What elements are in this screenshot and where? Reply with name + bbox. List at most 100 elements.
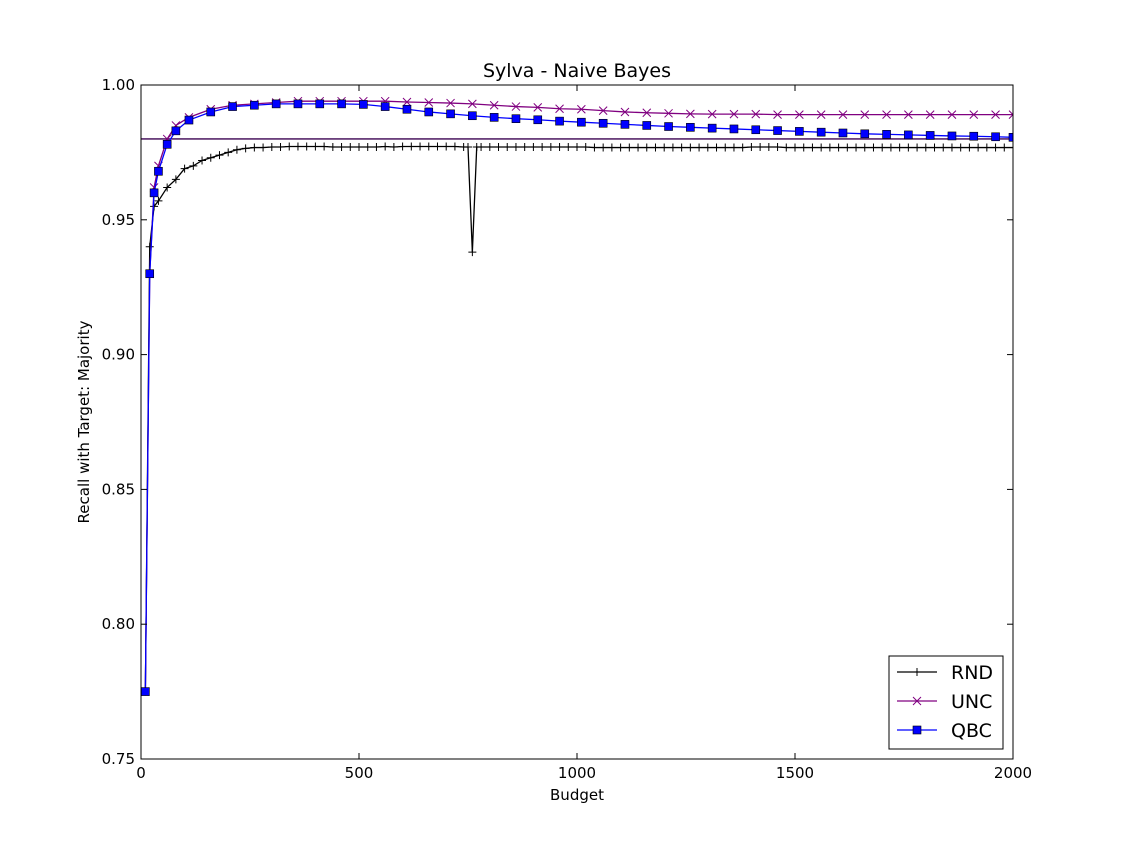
series-qbc-marker bbox=[468, 111, 477, 121]
series-rnd-marker bbox=[346, 143, 355, 152]
series-unc-marker bbox=[969, 110, 979, 120]
series-rnd-marker bbox=[468, 248, 477, 257]
series-unc-marker bbox=[991, 110, 1000, 120]
series-rnd-marker bbox=[320, 142, 329, 151]
series-rnd-marker bbox=[660, 143, 669, 152]
series-rnd-marker bbox=[634, 143, 643, 152]
series-rnd-marker bbox=[355, 143, 363, 152]
series-rnd-marker bbox=[450, 142, 459, 151]
series-rnd-marker bbox=[738, 143, 747, 152]
series-rnd-marker bbox=[407, 142, 416, 151]
series-rnd-marker bbox=[293, 142, 302, 151]
series-rnd-marker bbox=[878, 143, 887, 152]
series-rnd-marker bbox=[808, 143, 817, 152]
series-unc-marker bbox=[511, 102, 521, 111]
series-qbc-marker bbox=[904, 130, 913, 140]
series-unc-marker bbox=[489, 100, 499, 110]
series-unc-marker bbox=[707, 109, 717, 119]
series-rnd-marker bbox=[1009, 143, 1013, 152]
series-qbc-marker bbox=[751, 125, 761, 135]
series-rnd-marker bbox=[947, 143, 956, 152]
series-rnd-marker bbox=[276, 143, 285, 152]
plot-area bbox=[141, 96, 1013, 696]
series-rnd-marker bbox=[232, 145, 241, 154]
series-unc-marker bbox=[751, 109, 761, 119]
legend-qbc-label: QBC bbox=[951, 720, 992, 742]
series-rnd-marker bbox=[1000, 143, 1009, 152]
series-unc-marker bbox=[598, 106, 608, 115]
series-unc-marker bbox=[577, 104, 586, 114]
x-tick-label: 500 bbox=[345, 764, 374, 782]
series-qbc-marker bbox=[991, 132, 1000, 142]
series-rnd-marker bbox=[721, 143, 730, 152]
legend-unc-label: UNC bbox=[951, 691, 992, 713]
series-qbc-marker bbox=[154, 166, 163, 176]
series-rnd-marker bbox=[703, 143, 712, 152]
series-rnd-marker bbox=[337, 143, 346, 152]
series-qbc-marker bbox=[511, 114, 521, 123]
series-unc-marker bbox=[795, 110, 804, 120]
series-rnd-marker bbox=[913, 143, 922, 152]
series-rnd-marker bbox=[729, 143, 738, 152]
series-qbc-marker bbox=[228, 102, 237, 111]
y-tick-label: 0.80 bbox=[102, 615, 135, 633]
series-qbc-marker bbox=[1008, 133, 1013, 142]
series-rnd-marker bbox=[154, 196, 163, 205]
series-rnd-marker bbox=[747, 143, 756, 152]
series-rnd-marker bbox=[564, 143, 573, 152]
series-rnd-marker bbox=[285, 142, 294, 151]
series-rnd-marker bbox=[607, 143, 616, 152]
series-rnd-marker bbox=[494, 143, 503, 152]
series-rnd-marker bbox=[773, 143, 782, 152]
series-qbc-marker bbox=[707, 123, 717, 133]
series-rnd-marker bbox=[782, 143, 791, 152]
series-qbc-marker bbox=[860, 129, 870, 139]
series-unc-marker bbox=[816, 110, 826, 120]
series-rnd-marker bbox=[145, 242, 154, 251]
series-rnd-marker bbox=[206, 153, 215, 162]
series-rnd-marker bbox=[791, 143, 799, 152]
series-qbc-marker bbox=[171, 126, 181, 136]
y-tick-label: 0.90 bbox=[102, 346, 135, 364]
series-qbc-marker bbox=[145, 269, 155, 279]
series-unc-marker bbox=[904, 110, 913, 120]
series-rnd-marker bbox=[442, 142, 451, 151]
series-qbc-marker bbox=[925, 131, 935, 140]
series-unc-marker bbox=[555, 104, 564, 114]
y-tick-label: 0.85 bbox=[102, 480, 135, 498]
series-rnd-marker bbox=[686, 143, 695, 152]
legend-rnd-label: RND bbox=[951, 662, 993, 684]
series-rnd-marker bbox=[198, 156, 207, 165]
series-qbc-marker bbox=[773, 126, 782, 135]
series-qbc-marker bbox=[686, 123, 695, 132]
series-unc-marker bbox=[533, 103, 543, 112]
series-rnd-marker bbox=[712, 143, 721, 152]
series-unc-marker bbox=[860, 110, 870, 120]
y-tick-label: 0.75 bbox=[102, 750, 135, 768]
legend: RND UNC QBC bbox=[888, 655, 1004, 750]
y-tick-label: 0.95 bbox=[102, 211, 135, 229]
series-qbc-marker bbox=[947, 131, 957, 141]
x-tick-label: 1000 bbox=[558, 764, 596, 782]
series-rnd-marker bbox=[677, 143, 686, 152]
series-unc-marker bbox=[446, 98, 455, 108]
series-rnd-marker bbox=[189, 161, 198, 170]
series-qbc-marker bbox=[816, 127, 826, 137]
series-qbc-marker bbox=[402, 104, 412, 114]
series-rnd-marker bbox=[651, 143, 660, 152]
series-rnd-marker bbox=[224, 148, 233, 157]
y-tick-label: 1.00 bbox=[102, 76, 135, 94]
series-rnd-marker bbox=[555, 143, 564, 152]
series-rnd-marker bbox=[799, 143, 808, 152]
series-qbc-marker bbox=[446, 109, 455, 119]
legend-unc-marker bbox=[912, 696, 922, 706]
series-qbc-marker bbox=[882, 130, 891, 139]
series-rnd-marker bbox=[250, 143, 259, 152]
y-axis-label: Recall with Target: Majority bbox=[75, 320, 93, 523]
series-rnd-marker bbox=[573, 143, 581, 152]
x-tick-label: 0 bbox=[136, 764, 146, 782]
series-unc-marker bbox=[664, 108, 673, 118]
x-tick-label: 2000 bbox=[994, 764, 1032, 782]
series-rnd-marker bbox=[424, 142, 433, 151]
series-rnd-marker bbox=[267, 143, 276, 152]
